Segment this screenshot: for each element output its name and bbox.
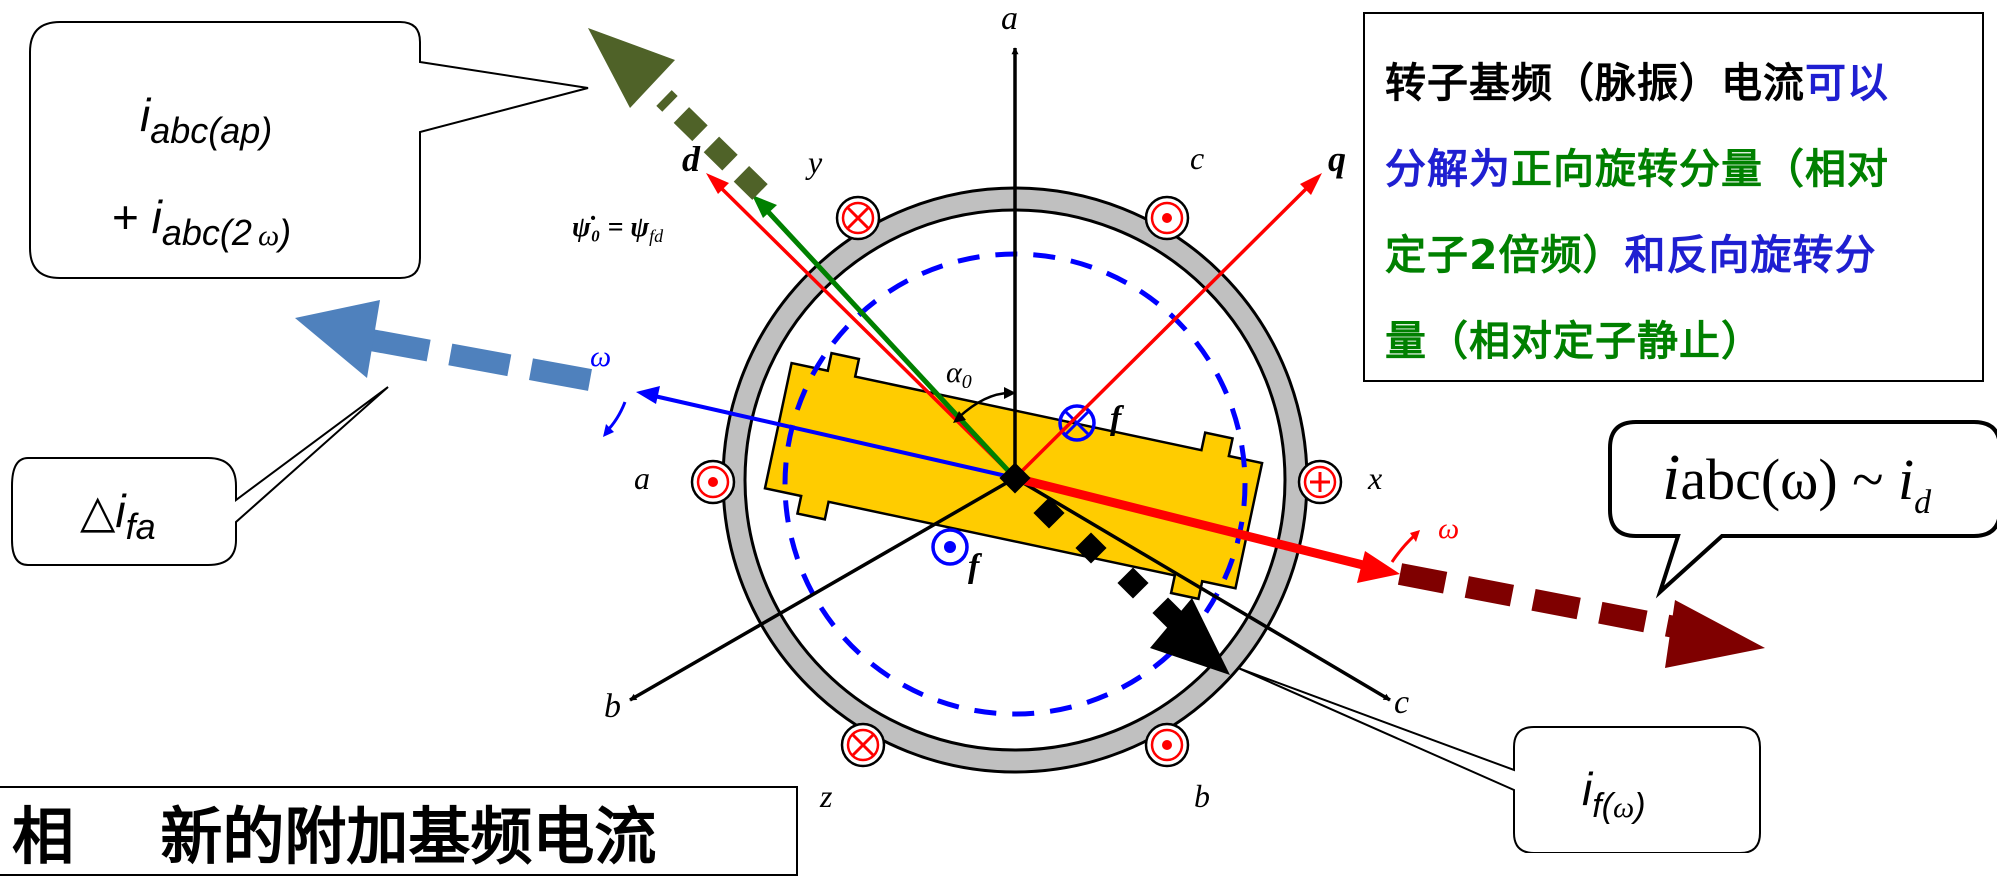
callout-delta-text: △ifa bbox=[80, 485, 156, 547]
psi0-vector bbox=[758, 201, 1017, 480]
axis-c-arrow bbox=[1014, 476, 1391, 702]
darkred-dashed-arrow bbox=[1397, 563, 1765, 668]
label-slot-a: a bbox=[634, 460, 650, 496]
slot-conductor-b bbox=[1144, 722, 1190, 768]
machine-diagram bbox=[11, 21, 1997, 854]
slot-conductor-z bbox=[840, 722, 886, 768]
label-alpha: α0 bbox=[946, 356, 972, 393]
bottom-text-box: 相 新的附加基频电流 bbox=[0, 786, 798, 876]
field-conductor-lower bbox=[931, 528, 969, 566]
callout-top-left-line1: iabc(ap) bbox=[140, 89, 273, 151]
red-omega-arc-head bbox=[1410, 530, 1420, 542]
callout-bottom-right-text: if(ω) bbox=[1582, 763, 1646, 825]
info-line-4: 量（相对定子静止） bbox=[1385, 317, 1763, 365]
red-omega-arc bbox=[1390, 533, 1417, 563]
red-rotating-vector bbox=[1013, 473, 1377, 573]
center-node bbox=[999, 462, 1031, 494]
info-line-2: 分解为正向旋转分量（相对 bbox=[1385, 145, 1889, 193]
label-f-upper: f bbox=[1110, 400, 1122, 437]
d-axis-arrow bbox=[711, 178, 1017, 480]
label-omega-red: ω bbox=[1438, 512, 1460, 545]
slot-conductor-y bbox=[835, 195, 881, 241]
slot-conductor-c bbox=[1144, 195, 1190, 241]
label-f-lower: f bbox=[968, 548, 980, 585]
info-line-1: 转子基频（脉振）电流可以 bbox=[1385, 59, 1889, 107]
bottom-box-text: 相 新的附加基频电流 bbox=[12, 800, 657, 873]
label-axis-c: c bbox=[1394, 684, 1410, 721]
label-slot-c: c bbox=[1190, 140, 1205, 176]
label-psi-formula: ψ̇₀ = ψfd bbox=[572, 212, 664, 246]
label-q-axis: q bbox=[1328, 139, 1346, 179]
blue-omega-arc-head bbox=[603, 424, 614, 437]
blue-rotating-vector bbox=[649, 393, 1016, 480]
alpha-arc-head-left bbox=[953, 411, 966, 423]
callout-right bbox=[1608, 420, 1997, 599]
label-axis-a: a bbox=[1001, 0, 1018, 37]
label-slot-b: b bbox=[1194, 778, 1210, 814]
label-slot-y: y bbox=[808, 144, 823, 180]
info-line-3: 定子2倍频）和反向旋转分 bbox=[1385, 231, 1877, 279]
label-slot-x: x bbox=[1368, 460, 1383, 496]
blue-rotating-arrowhead bbox=[636, 386, 660, 404]
axis-b-arrow bbox=[629, 476, 1016, 702]
field-conductor-upper bbox=[1058, 404, 1096, 442]
q-axis-arrowhead bbox=[1300, 173, 1322, 195]
callout-delta bbox=[11, 386, 389, 566]
label-omega-blue: ω bbox=[590, 340, 612, 373]
alpha-arc-head-right bbox=[1004, 387, 1016, 399]
steelblue-dashed-arrow bbox=[295, 300, 592, 391]
label-slot-z: z bbox=[820, 778, 833, 814]
slot-conductor-x bbox=[1297, 459, 1343, 505]
label-axis-b: b bbox=[604, 688, 621, 725]
q-axis-arrow bbox=[1013, 178, 1317, 480]
label-d-axis: d bbox=[682, 139, 700, 179]
callout-right-text: iabc(ω) ~ id bbox=[1662, 441, 1932, 521]
olive-dashed-arrow bbox=[588, 28, 768, 200]
callout-top-left bbox=[29, 21, 589, 279]
red-rotating-arrowhead bbox=[1357, 551, 1400, 583]
callout-top-left-line2: + iabc(2 ω) bbox=[112, 191, 292, 253]
d-axis-arrowhead bbox=[706, 173, 729, 194]
psi0-arrowhead bbox=[752, 195, 777, 218]
info-box: 转子基频（脉振）电流可以 分解为正向旋转分量（相对 定子2倍频）和反向旋转分 量… bbox=[1363, 12, 1984, 382]
slot-conductor-a bbox=[690, 459, 736, 505]
callout-bottom-right bbox=[1237, 667, 1761, 854]
